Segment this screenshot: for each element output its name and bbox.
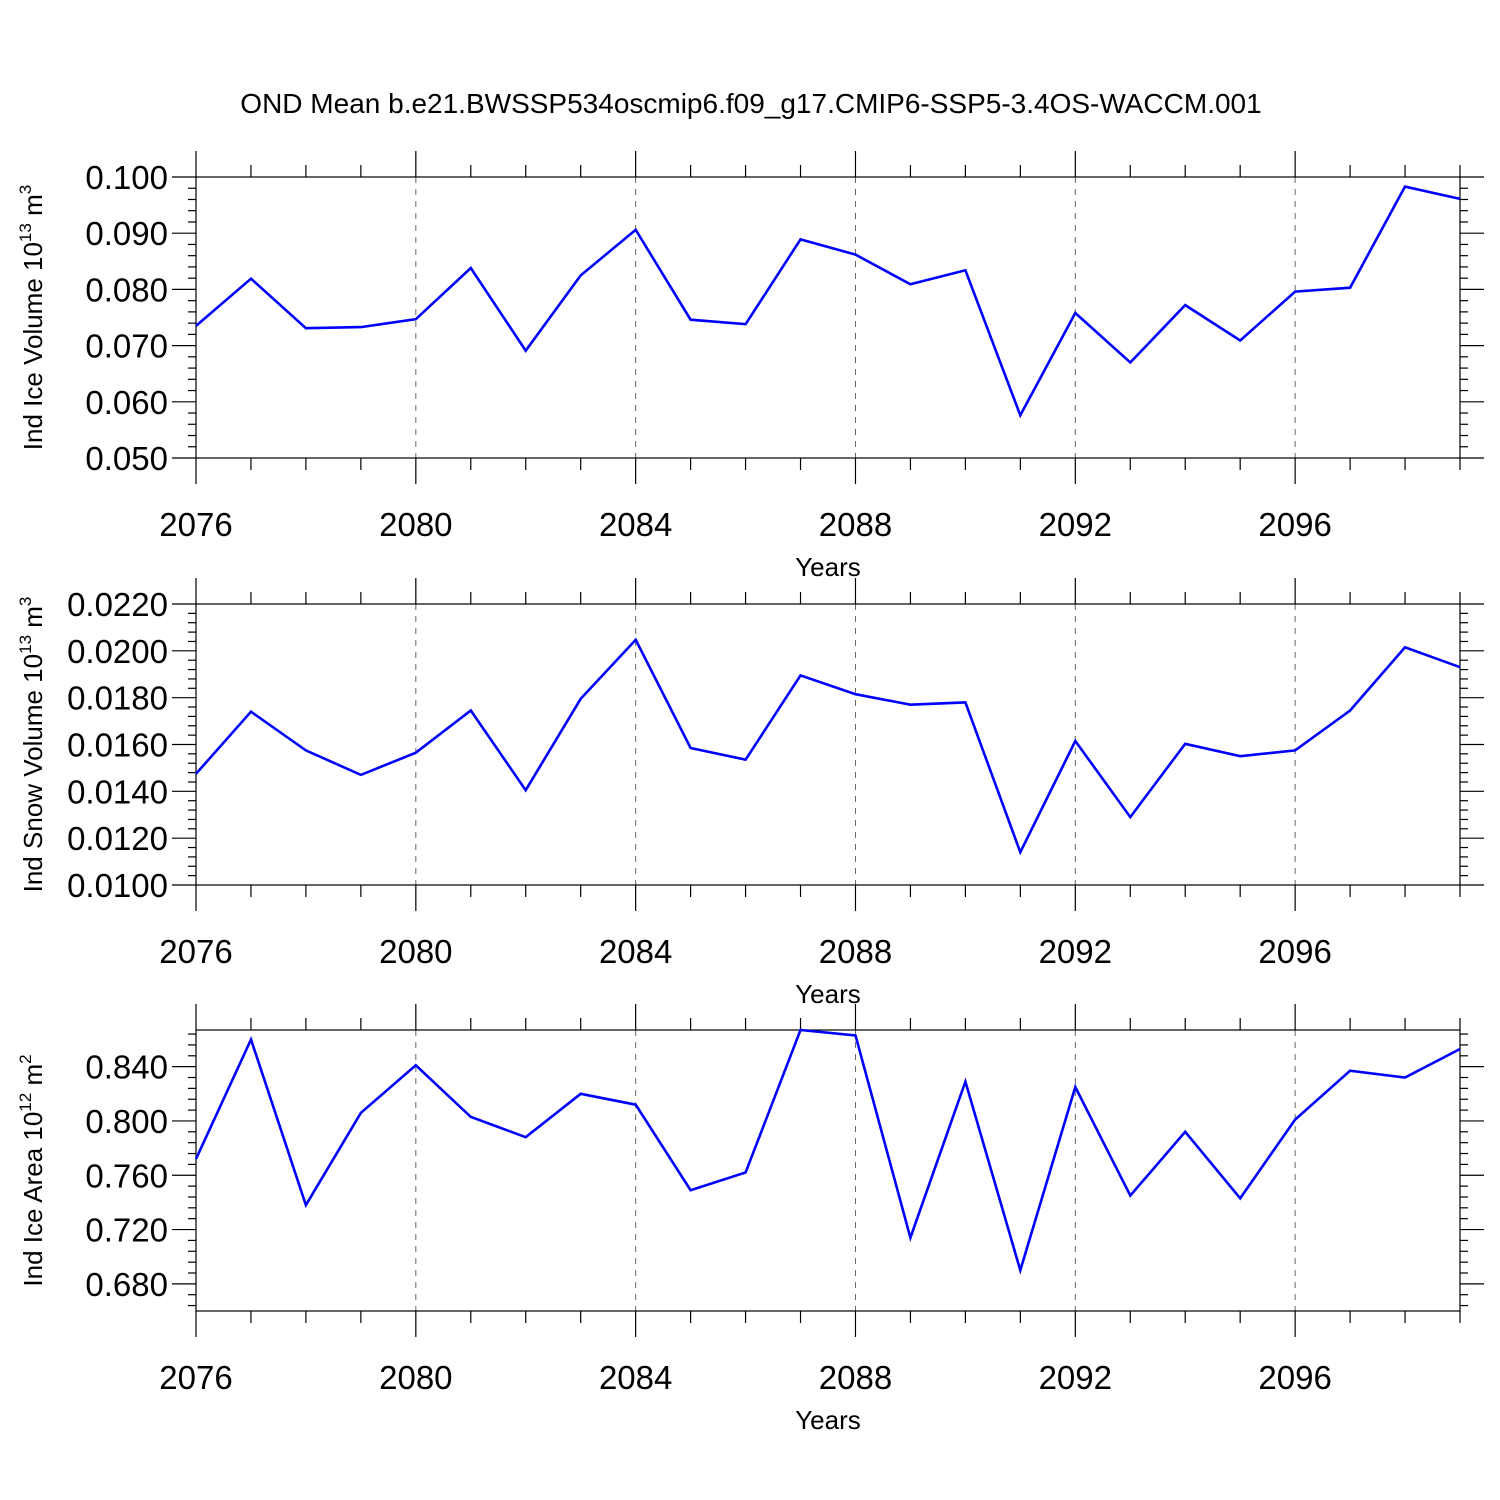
y-tick-label: 0.0140 — [67, 773, 168, 810]
x-tick-label: 2092 — [1039, 933, 1112, 970]
y-tick-label: 0.720 — [85, 1212, 168, 1249]
y-tick-label: 0.800 — [85, 1103, 168, 1140]
y-axis-label-text: Ind Ice Volume 10 — [18, 242, 48, 450]
y-axis-label-superscript: 13 — [16, 635, 35, 654]
y-axis-label-superscript: 12 — [16, 1093, 35, 1112]
y-tick-label: 0.070 — [85, 328, 168, 365]
x-tick-label: 2084 — [599, 1359, 672, 1396]
plot-frame — [195, 176, 1461, 459]
y-axis-label-text: m — [18, 194, 48, 223]
x-axis-label: Years — [795, 552, 861, 582]
x-tick-label: 2076 — [159, 506, 232, 543]
y-axis-label: Ind Snow Volume 1013 m3 — [16, 597, 48, 893]
y-tick-label: 0.680 — [85, 1266, 168, 1303]
y-axis-label-superscript: 3 — [16, 597, 35, 606]
series-line — [194, 1028, 1461, 1275]
plot-frame — [195, 1029, 1461, 1312]
y-tick-label: 0.760 — [85, 1157, 168, 1194]
x-tick-label: 2096 — [1258, 506, 1331, 543]
x-tick-label: 2076 — [159, 933, 232, 970]
plot-frame — [195, 603, 1461, 886]
chart-panel-3: 0.680 0.720 0.760 0.800 0.840 2076 2080 2084 208… — [16, 1004, 1484, 1435]
x-tick-label: 2096 — [1258, 1359, 1331, 1396]
y-tick-label: 0.840 — [85, 1049, 168, 1086]
x-tick-label: 2092 — [1039, 506, 1112, 543]
y-tick-label: 0.080 — [85, 271, 168, 308]
y-tick-label: 0.060 — [85, 384, 168, 421]
y-tick-label: 0.0180 — [67, 680, 168, 717]
x-tick-label: 2088 — [819, 933, 892, 970]
y-axis-label-text: m — [18, 1064, 48, 1093]
y-tick-label: 0.0200 — [67, 633, 168, 670]
x-tick-label: 2076 — [159, 1359, 232, 1396]
x-tick-label: 2088 — [819, 1359, 892, 1396]
chart-panel-1: 0.050 0.060 0.070 0.080 0.090 0.100 2076 2080 20… — [16, 151, 1484, 582]
series-line — [195, 637, 1461, 856]
y-axis-label-superscript: 13 — [16, 223, 35, 242]
x-tick-label: 2092 — [1039, 1359, 1112, 1396]
y-tick-label: 0.0160 — [67, 727, 168, 764]
x-axis-label: Years — [795, 1405, 861, 1435]
y-tick-label: 0.090 — [85, 215, 168, 252]
y-axis-label-superscript: 2 — [16, 1054, 35, 1063]
series-line — [195, 185, 1461, 419]
x-axis-label: Years — [795, 979, 861, 1009]
y-tick-label: 0.050 — [85, 440, 168, 477]
y-tick-label: 0.0120 — [67, 820, 168, 857]
x-tick-label: 2088 — [819, 506, 892, 543]
x-tick-label: 2080 — [379, 933, 452, 970]
x-tick-label: 2080 — [379, 1359, 452, 1396]
y-tick-label: 0.0100 — [67, 867, 168, 904]
x-tick-label: 2084 — [599, 506, 672, 543]
y-tick-label: 0.0220 — [67, 586, 168, 623]
y-axis-label-text: Ind Ice Area 10 — [18, 1112, 48, 1287]
y-axis-label: Ind Ice Area 1012 m2 — [16, 1054, 48, 1286]
y-axis-label-superscript: 3 — [16, 185, 35, 194]
y-axis-label-text: Ind Snow Volume 10 — [18, 654, 48, 893]
x-tick-label: 2096 — [1258, 933, 1331, 970]
x-tick-label: 2084 — [599, 933, 672, 970]
figure-title: OND Mean b.e21.BWSSP534oscmip6.f09_g17.C… — [240, 88, 1261, 119]
y-tick-label: 0.100 — [85, 159, 168, 196]
y-axis-label-text: m — [18, 606, 48, 635]
y-axis-label: Ind Ice Volume 1013 m3 — [16, 185, 48, 450]
chart-panel-2: 0.0100 0.0120 0.0140 0.0160 0.0180 0.0200 0.02… — [16, 578, 1484, 1009]
x-tick-label: 2080 — [379, 506, 452, 543]
